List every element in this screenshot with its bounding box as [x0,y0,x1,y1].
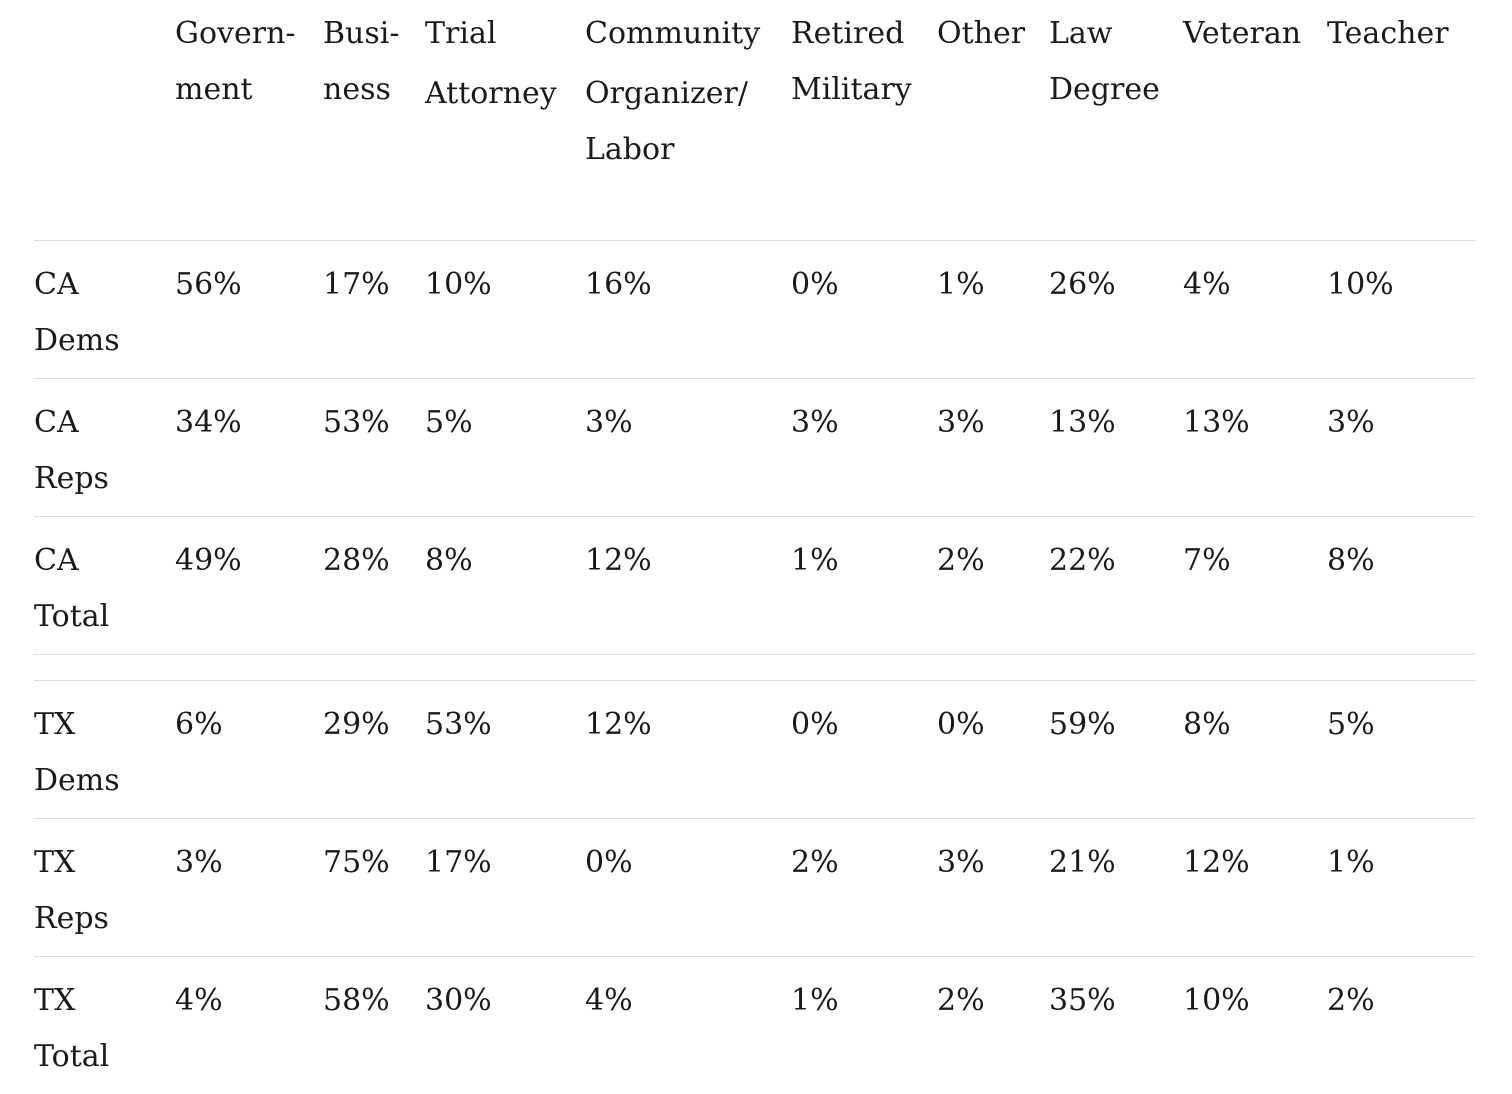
table-cell: 59% [1049,707,1116,742]
table-cell: 8% [425,543,473,578]
table-cell: 34% [175,405,242,440]
table-cell: 0% [937,707,985,742]
table-cell: 0% [585,845,633,880]
table-cell: 56% [175,267,242,302]
table-cell: 3% [791,405,839,440]
table-cell: 17% [425,845,492,880]
table-cell: 30% [425,983,492,1018]
table-cell: 22% [1049,543,1116,578]
group-divider [34,655,1476,681]
table-cell: 2% [937,543,985,578]
column-header-community-organizer-labor: Community Organizer/ Labor [585,16,761,167]
table-cell: 4% [175,983,223,1018]
table-header-row: Govern- ment Busi- ness Trial Attorney C… [34,0,1476,241]
row-label: CA Total [34,543,110,634]
table-cell: 1% [791,983,839,1018]
table-cell: 0% [791,267,839,302]
table-cell: 28% [323,543,390,578]
row-label: TX Dems [34,707,120,798]
table-cell: 58% [323,983,390,1018]
table-cell: 10% [425,267,492,302]
table-cell: 13% [1049,405,1116,440]
column-header-teacher: Teacher [1327,16,1449,51]
table-cell: 26% [1049,267,1116,302]
table-cell: 4% [585,983,633,1018]
table-cell: 2% [791,845,839,880]
table-cell: 12% [585,707,652,742]
table-cell: 5% [425,405,473,440]
table-cell: 7% [1183,543,1231,578]
table-cell: 6% [175,707,223,742]
column-header-veteran: Veteran [1183,16,1302,51]
table-cell: 21% [1049,845,1116,880]
table-cell: 10% [1327,267,1394,302]
column-header-other: Other [937,16,1026,51]
column-header-retired-military: Retired Military [791,16,912,107]
table-row: TX Dems 6% 29% 53% 12% 0% 0% 59% 8% 5% [34,681,1476,819]
table-cell: 53% [323,405,390,440]
table-cell: 0% [791,707,839,742]
table-row: CA Reps 34% 53% 5% 3% 3% 3% 13% 13% 3% [34,379,1476,517]
table-cell: 1% [791,543,839,578]
column-header-business: Busi- ness [323,16,400,107]
table-cell: 4% [1183,267,1231,302]
column-header-law-degree: Law Degree [1049,16,1160,107]
table-cell: 53% [425,707,492,742]
table-cell: 1% [937,267,985,302]
table-cell: 13% [1183,405,1250,440]
table-cell: 2% [1327,983,1375,1018]
table-cell: 3% [937,845,985,880]
occupation-table: Govern- ment Busi- ness Trial Attorney C… [34,0,1476,1094]
table-cell: 1% [1327,845,1375,880]
table-row: CA Total 49% 28% 8% 12% 1% 2% 22% 7% 8% [34,517,1476,655]
table-cell: 8% [1327,543,1375,578]
table-cell: 3% [175,845,223,880]
column-header-government: Govern- ment [175,16,296,107]
row-label: CA Reps [34,405,109,496]
table-cell: 5% [1327,707,1375,742]
table-cell: 17% [323,267,390,302]
table-cell: 75% [323,845,390,880]
row-label: TX Reps [34,845,109,936]
column-header-trial-attorney: Trial Attorney [425,16,557,111]
table-cell: 16% [585,267,652,302]
table-cell: 8% [1183,707,1231,742]
table-cell: 10% [1183,983,1250,1018]
table-cell: 12% [585,543,652,578]
table-row: CA Dems 56% 17% 10% 16% 0% 1% 26% 4% 10% [34,241,1476,379]
table-cell: 29% [323,707,390,742]
table-row: TX Total 4% 58% 30% 4% 1% 2% 35% 10% 2% [34,957,1476,1094]
table-cell: 3% [937,405,985,440]
row-label: TX Total [34,983,110,1074]
table-cell: 2% [937,983,985,1018]
table-cell: 12% [1183,845,1250,880]
table-cell: 49% [175,543,242,578]
table-cell: 3% [1327,405,1375,440]
table-cell: 35% [1049,983,1116,1018]
row-label: CA Dems [34,267,120,358]
table-row: TX Reps 3% 75% 17% 0% 2% 3% 21% 12% 1% [34,819,1476,957]
table-cell: 3% [585,405,633,440]
